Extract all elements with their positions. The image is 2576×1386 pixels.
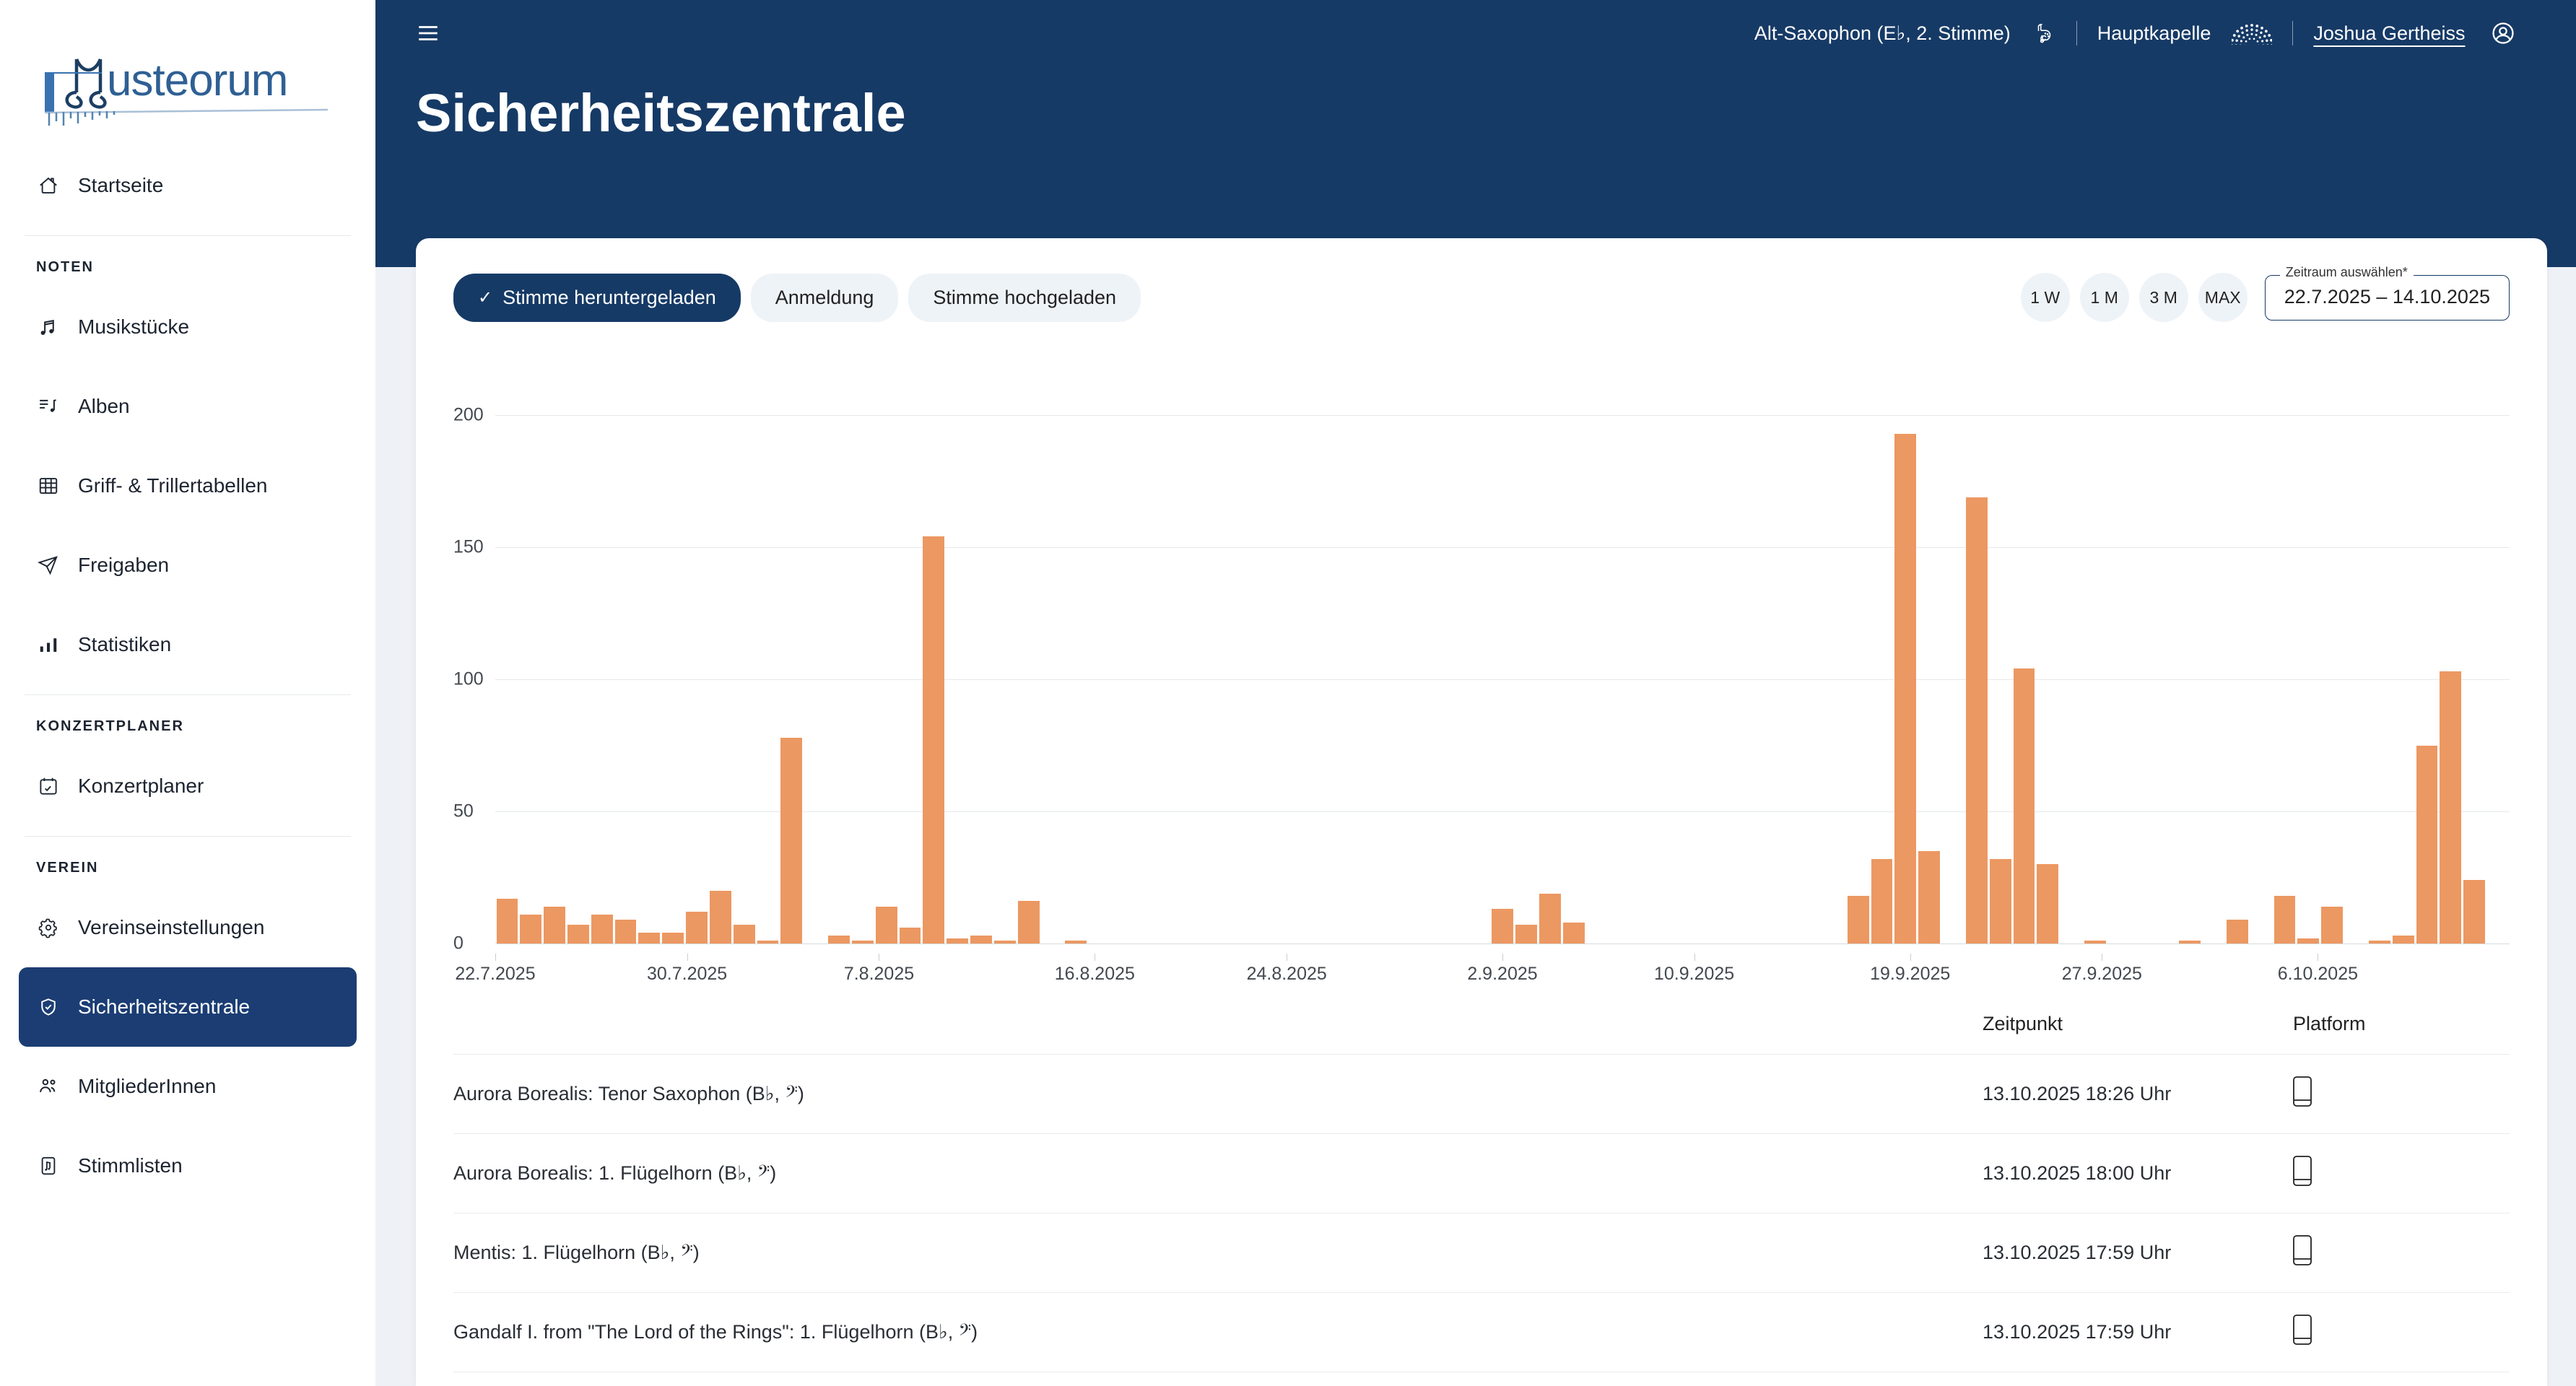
svg-text:usteorum: usteorum: [107, 56, 287, 105]
